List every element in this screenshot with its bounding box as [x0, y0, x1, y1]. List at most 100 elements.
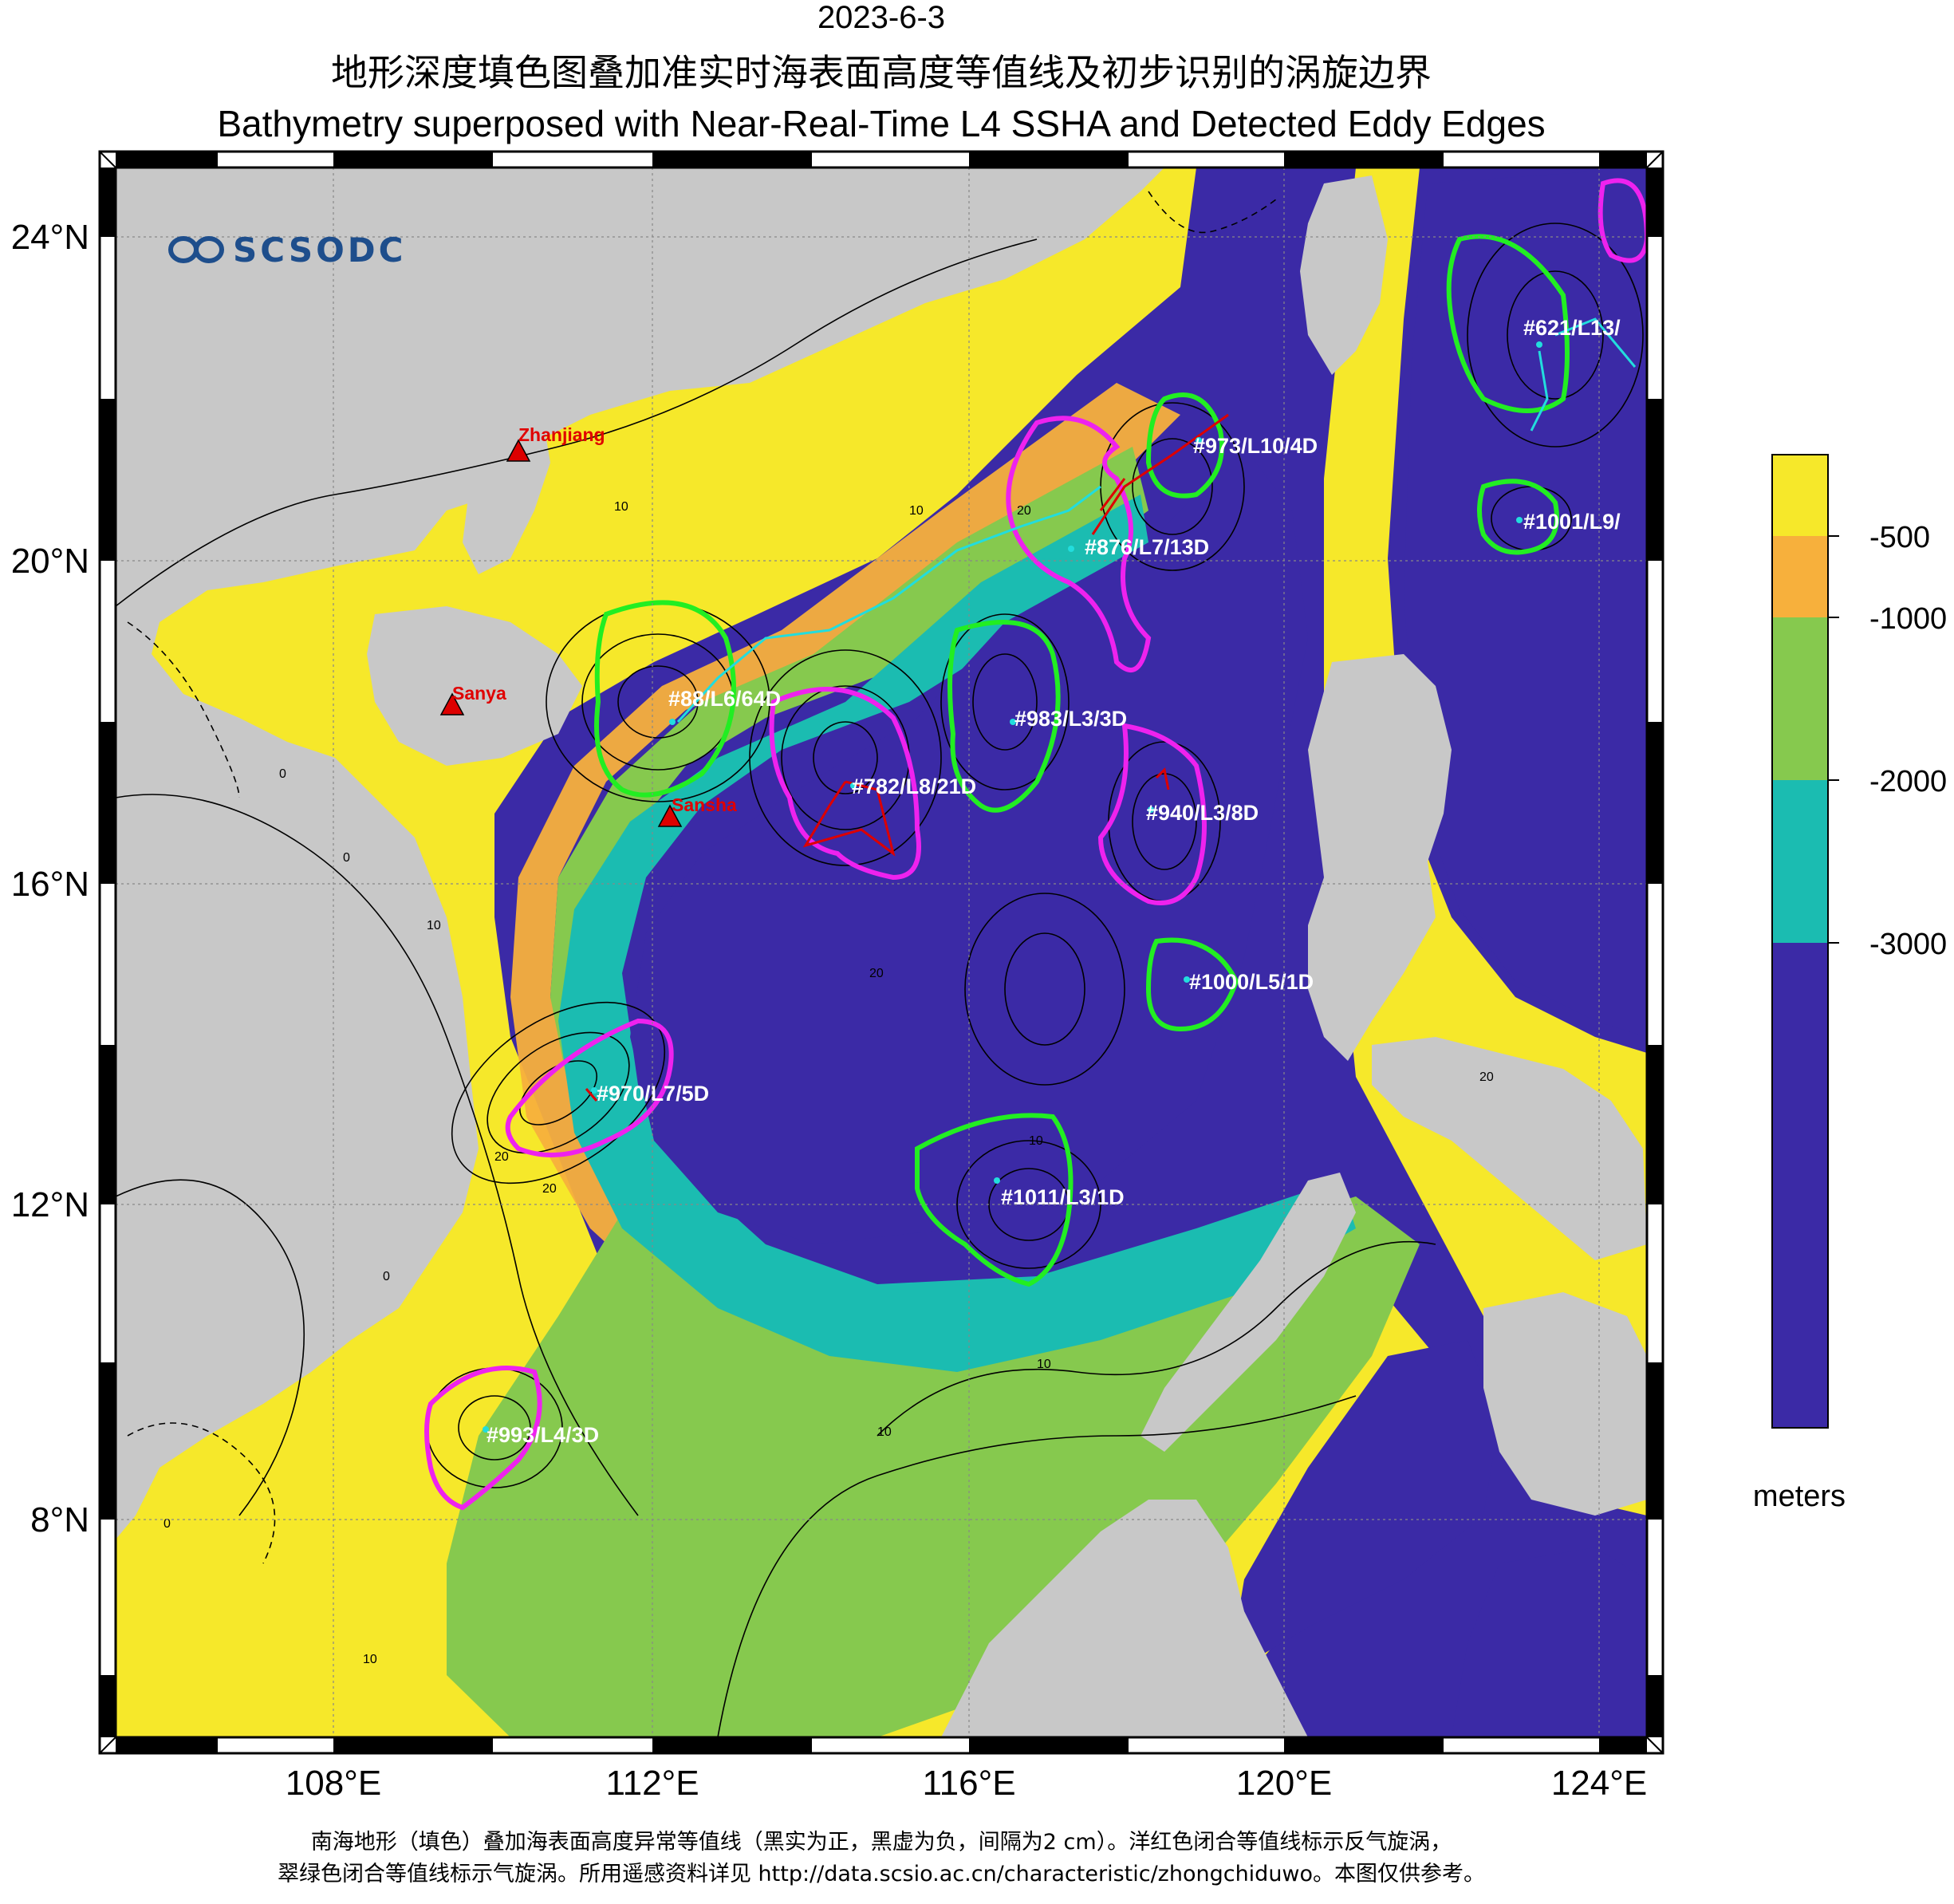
station-marker-sansha [657, 804, 683, 827]
eddy-edge-ne-anticyclone [1597, 178, 1647, 263]
colorbar-tick-2000: -2000 [1869, 765, 1947, 798]
map-date: 2023-6-3 [817, 0, 946, 35]
track-cyan-621 [1530, 317, 1637, 432]
svg-text:10: 10 [427, 919, 441, 932]
colorbar-unit: meters [1753, 1480, 1846, 1513]
eddy-label-782: #782/L8/21D [852, 775, 976, 798]
track-red-782 [802, 780, 896, 857]
land-mindanao [1483, 1292, 1647, 1516]
svg-text:10: 10 [1037, 1358, 1051, 1371]
sulu-basin [1228, 1340, 1499, 1675]
svg-text:10: 10 [877, 1425, 892, 1439]
eddy-edge-876 [1006, 416, 1152, 672]
eddy-edge-940 [1097, 723, 1207, 905]
stations: Zhanjiang Sanya Sansha [439, 424, 737, 827]
longitude-labels: 108°E 112°E 116°E 120°E 124°E [286, 1764, 1647, 1803]
eddy-edge-983 [947, 620, 1061, 813]
station-label-sanya: Sanya [452, 683, 506, 704]
svg-text:108°E: 108°E [286, 1764, 381, 1803]
eddy-edge-88 [594, 600, 736, 798]
footnote-line-2: 翠绿色闭合等值线标示气旋涡。所用遥感资料详见 http://data.scsio… [277, 1862, 1486, 1886]
land-asia-mainland [116, 168, 1164, 1539]
eddy-centers [483, 341, 1542, 1433]
pacific-deep [1404, 168, 1647, 1037]
latitude-labels: 24°N 20°N 16°N 12°N 8°N [11, 218, 89, 1539]
eddy-edge-1000 [1145, 937, 1239, 1032]
track-red-876 [1091, 413, 1229, 535]
logo-text: SCSODC [233, 230, 407, 270]
contour-labels: 10 10 0 0 10 20 20 20 10 20 0 10 0 10 20… [163, 500, 1494, 1666]
map-panel: 10 10 0 0 10 20 20 20 10 20 0 10 0 10 20… [116, 168, 1647, 1737]
colorbar-tick-1000: -1000 [1869, 602, 1947, 636]
ssha-contours [116, 191, 1644, 1737]
colorbar-swatch-0-500 [1772, 455, 1828, 536]
svg-text:20°N: 20°N [11, 542, 89, 581]
svg-text:10: 10 [614, 500, 628, 514]
eddy-label-621: #621/L13/ [1523, 316, 1621, 340]
colorbar-swatch-1000-2000 [1772, 617, 1828, 780]
eddy-label-983: #983/L3/3D [1014, 707, 1127, 731]
eddy-label-993: #993/L4/3D [487, 1423, 599, 1447]
land-taiwan [1300, 175, 1388, 375]
svg-text:12°N: 12°N [11, 1185, 89, 1224]
svg-text:16°N: 16°N [11, 865, 89, 904]
eddy-label-1000: #1000/L5/1D [1189, 970, 1314, 994]
svg-text:0: 0 [343, 851, 350, 865]
eddy-label-940: #940/L3/8D [1146, 801, 1259, 825]
eddy-labels: #88/L6/64D #876/L7/13D #973/L10/4D #983/… [487, 316, 1621, 1447]
svg-text:20: 20 [542, 1182, 557, 1196]
colorbar-tick-500: -500 [1869, 521, 1930, 554]
eddy-edge-993 [424, 1366, 542, 1511]
colorbar-swatch-below-3000 [1772, 943, 1828, 1428]
eddy-label-1011: #1011/L3/1D [1001, 1185, 1125, 1209]
eddy-label-1001: #1001/L9/ [1523, 510, 1621, 534]
eddy-edge-970 [505, 1018, 674, 1157]
svg-text:24°N: 24°N [11, 218, 89, 257]
land-borneo [941, 1500, 1308, 1737]
eddy-tracks [585, 317, 1637, 1102]
title-english: Bathymetry superposed with Near-Real-Tim… [217, 103, 1546, 144]
track-cyan-north [676, 485, 1101, 723]
eddy-label-876: #876/L7/13D [1085, 535, 1209, 559]
eddy-edge-973 [1145, 392, 1224, 499]
graticule [116, 168, 1647, 1737]
station-label-sansha: Sansha [672, 794, 737, 815]
slope-2000-3000 [558, 495, 1356, 1372]
svg-text:8°N: 8°N [30, 1500, 89, 1539]
eddy-edge-1011 [915, 1113, 1074, 1287]
title-chinese: 地形深度填色图叠加准实时海表面高度等值线及初步识别的涡旋边界 [331, 51, 1432, 94]
svg-text:20: 20 [494, 1150, 509, 1164]
svg-text:124°E: 124°E [1551, 1764, 1647, 1803]
svg-text:20: 20 [869, 967, 884, 980]
eddy-edge-782 [769, 687, 921, 881]
colorbar-tick-3000: -3000 [1869, 928, 1947, 961]
station-label-zhanjiang: Zhanjiang [518, 424, 605, 445]
eddy-label-973: #973/L10/4D [1193, 434, 1318, 458]
track-red-970 [585, 1088, 598, 1102]
svg-text:10: 10 [363, 1653, 377, 1666]
svg-text:0: 0 [383, 1270, 390, 1283]
land-luzon [1308, 654, 1452, 1061]
track-red-940 [1155, 767, 1170, 790]
logo-infinity-icon [168, 236, 224, 263]
station-marker-zhanjiang [506, 439, 531, 462]
svg-text:20: 20 [1017, 504, 1031, 518]
svg-text:116°E: 116°E [922, 1764, 1015, 1803]
svg-text:10: 10 [1029, 1134, 1043, 1148]
scsodc-logo: SCSODC [167, 230, 407, 270]
svg-text:20: 20 [1479, 1070, 1494, 1084]
station-marker-sanya [439, 692, 465, 715]
svg-text:120°E: 120°E [1236, 1764, 1332, 1803]
land-visayas [1372, 1037, 1647, 1260]
colorbar-swatch-500-1000 [1772, 536, 1828, 617]
svg-text:112°E: 112°E [605, 1764, 699, 1803]
eddy-label-88: #88/L6/64D [668, 687, 781, 711]
svg-text:10: 10 [909, 504, 924, 518]
svg-text:0: 0 [163, 1517, 171, 1531]
svg-text:0: 0 [279, 767, 286, 781]
colorbar: -500 -1000 -2000 -3000 meters [1753, 454, 1947, 1513]
map-frame [98, 150, 1664, 1755]
footnote-line-1: 南海地形（填色）叠加海表面高度异常等值线（黑实为正，黑虚为负，间隔为2 cm）。… [310, 1830, 1452, 1855]
colorbar-swatch-2000-3000 [1772, 780, 1828, 943]
